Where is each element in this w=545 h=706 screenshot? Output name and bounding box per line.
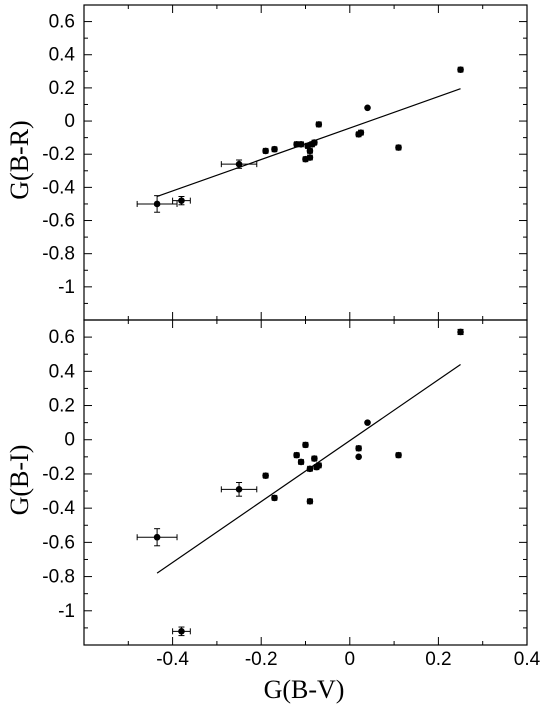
bottom-data-point (306, 498, 314, 505)
top-data-point (178, 197, 185, 204)
x-tick-label: 0.4 (514, 649, 541, 670)
top-plot-frame (83, 4, 528, 321)
top-data-point (315, 121, 323, 128)
x-tick-label: 0.2 (425, 649, 451, 670)
bottom-data-point (457, 328, 464, 336)
bottom-y-tick-label: 0.2 (49, 396, 75, 417)
top-data-point (357, 129, 365, 136)
bottom-data-point (271, 494, 278, 502)
bottom-data-point (311, 455, 318, 462)
top-data-point (271, 145, 278, 153)
top-y-tick-label: 0.2 (49, 78, 75, 99)
bottom-data-point (355, 453, 362, 461)
bottom-data-point (297, 458, 305, 466)
top-data-point (457, 66, 464, 73)
top-y-tick-label: -0.4 (42, 177, 75, 198)
top-data-point (395, 144, 402, 151)
bottom-data-point (178, 628, 185, 635)
top-panel: G(B-R) 0.6 0.4 0.2 0 -0.2 -0.4 -0.6 -0.8 -1 (5, 4, 528, 321)
top-data-point (262, 147, 269, 155)
bottom-y-tick-label: 0.6 (49, 327, 75, 348)
bottom-data-point (395, 451, 402, 459)
x-tick-label: -0.2 (245, 649, 278, 670)
top-data-point (306, 154, 314, 161)
top-y-tick-label: 0.6 (49, 12, 75, 33)
bottom-data-point (302, 441, 309, 449)
top-y-tick-label: 0.4 (49, 45, 76, 66)
bottom-data-point (355, 444, 362, 452)
bottom-y-tick-label: 0.4 (49, 361, 76, 382)
bottom-y-axis-title: G(B-I) (5, 445, 34, 516)
top-y-tick-label: -0.2 (42, 144, 75, 165)
bottom-data-point (364, 419, 371, 426)
bottom-panel: G(B-I) G(B-V) -0.4 -0.2 0 0.2 0.4 0.6 0.4 0.2 0 -… (5, 319, 541, 704)
bottom-y-tick-label: -1 (58, 601, 75, 622)
bottom-plot-frame (83, 319, 528, 646)
bottom-data-point (235, 486, 243, 493)
top-y-axis-title: G(B-R) (5, 120, 34, 199)
top-data-point (235, 160, 243, 168)
top-data-point (153, 200, 161, 208)
x-axis-title: G(B-V) (264, 675, 345, 704)
top-data-point (306, 147, 314, 155)
top-y-tick-label: -0.6 (42, 211, 75, 232)
x-tick-label: 0 (345, 649, 356, 670)
top-y-tick-label: -1 (58, 277, 75, 298)
bottom-y-tick-label: 0 (64, 430, 75, 451)
top-y-tick-label: -0.8 (42, 244, 75, 265)
top-data-point (297, 140, 305, 148)
bottom-y-tick-label: -0.2 (42, 464, 75, 485)
bottom-data-point (293, 451, 300, 459)
top-fit-line (156, 88, 461, 198)
bottom-data-point (315, 462, 323, 469)
top-data-point (311, 139, 318, 146)
x-tick-label: -0.4 (156, 649, 189, 670)
bottom-y-tick-label: -0.4 (42, 498, 75, 519)
bottom-y-tick-label: -0.6 (42, 532, 75, 553)
bottom-data-point (153, 533, 161, 541)
top-y-tick-label: 0 (64, 111, 75, 132)
top-data-point (364, 104, 371, 112)
bottom-data-point (306, 465, 314, 473)
bottom-data-point (262, 472, 269, 479)
bottom-y-tick-label: -0.8 (42, 567, 75, 588)
